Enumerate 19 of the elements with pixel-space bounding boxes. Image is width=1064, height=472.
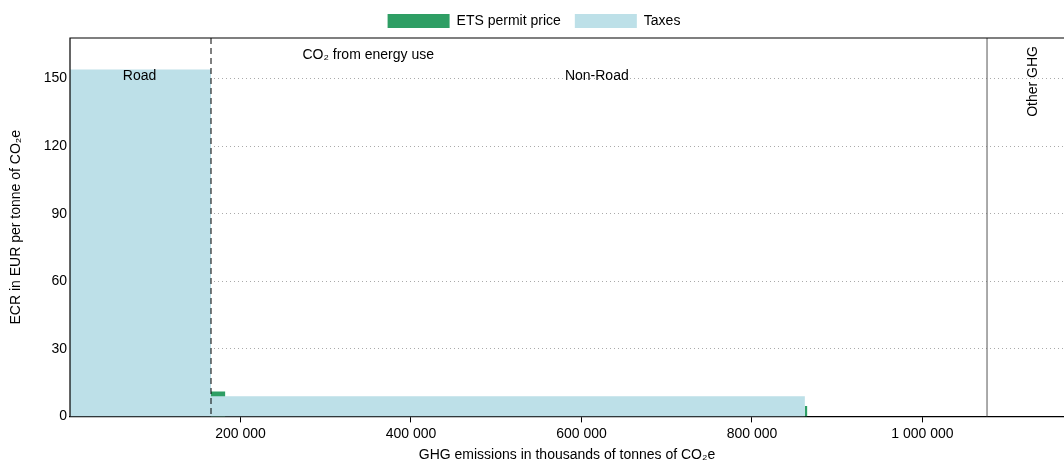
y-tick-label: 0 bbox=[59, 407, 68, 424]
y-axis-title: ECR in EUR per tonne of CO₂e bbox=[7, 129, 24, 325]
x-tick-label: 1 000 000 bbox=[891, 424, 954, 441]
x-axis-title: GHG emissions in thousands of tonnes of CO₂e bbox=[418, 446, 716, 463]
x-tick-label: 400 000 bbox=[385, 424, 437, 441]
y-tick-label: 30 bbox=[51, 339, 68, 356]
y-tick-label: 60 bbox=[51, 272, 68, 289]
x-tick-label: 600 000 bbox=[556, 424, 608, 441]
y-tick-label: 120 bbox=[43, 136, 68, 153]
y-tick-label: 150 bbox=[43, 69, 68, 86]
y-tick-label: 90 bbox=[51, 204, 68, 221]
annotation: Non-Road bbox=[564, 66, 629, 83]
legend-label: Taxes bbox=[643, 11, 681, 28]
annotation: Road bbox=[122, 66, 157, 83]
legend-label: ETS permit price bbox=[456, 11, 562, 28]
x-tick-label: 800 000 bbox=[726, 424, 778, 441]
annotation: CO₂ from energy use bbox=[302, 45, 435, 62]
x-tick-label: 200 000 bbox=[215, 424, 267, 441]
ref-line-label: Other GHG bbox=[1023, 46, 1040, 117]
